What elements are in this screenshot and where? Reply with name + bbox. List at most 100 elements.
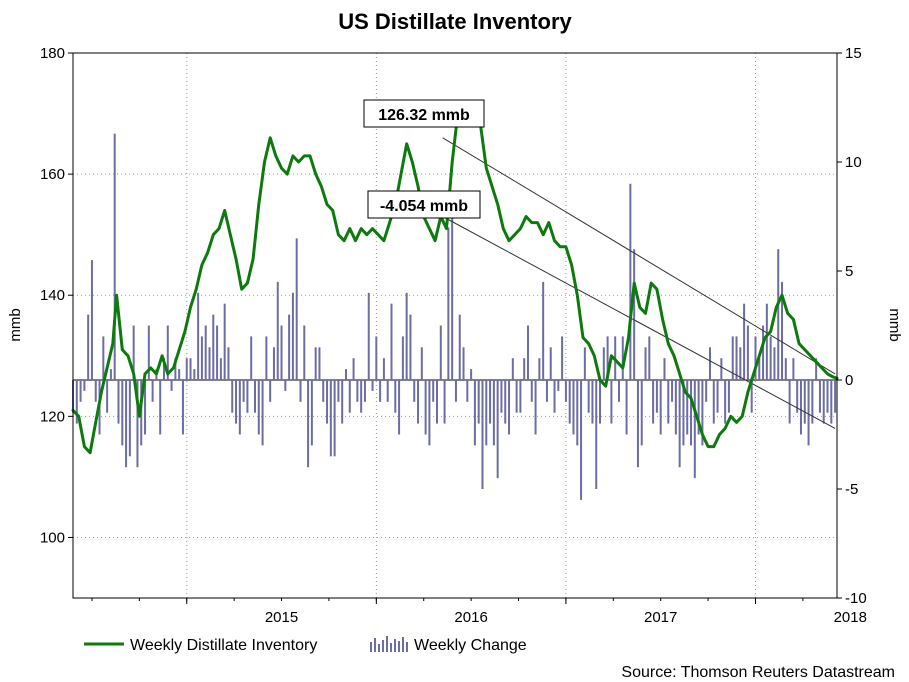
weekly-change-bar (617, 380, 620, 402)
weekly-change-bar (166, 325, 169, 380)
legend-bar (370, 642, 372, 652)
chart-title: US Distillate Inventory (338, 9, 572, 34)
weekly-change-bar (394, 380, 397, 413)
legend-bar (398, 641, 400, 652)
weekly-change-bar (288, 314, 291, 380)
weekly-change-bar (303, 325, 306, 380)
weekly-change-bar (337, 380, 340, 402)
weekly-change-bar (159, 380, 162, 435)
weekly-change-bar (219, 358, 222, 380)
weekly-change-bar (189, 358, 192, 380)
weekly-change-bar (644, 347, 647, 380)
left-tick-label: 120 (40, 408, 65, 425)
weekly-change-bar (784, 358, 787, 380)
weekly-change-bar (735, 336, 738, 380)
weekly-change-bar (253, 380, 256, 413)
weekly-change-bar (678, 380, 681, 468)
x-tick-label: 2018 (834, 609, 867, 626)
x-tick-label: 2015 (265, 609, 298, 626)
weekly-change-bar (284, 380, 287, 391)
legend-item-weekly-change: Weekly Change (414, 637, 527, 654)
weekly-change-bar (739, 347, 742, 380)
trendline (442, 216, 836, 429)
weekly-change-bar (519, 380, 522, 413)
weekly-change-bar (648, 336, 651, 380)
weekly-change-bar (553, 380, 556, 413)
right-tick-label: -10 (845, 590, 867, 607)
weekly-change-bar (424, 380, 427, 435)
legend-bar (394, 639, 396, 652)
weekly-change-bar (197, 292, 200, 380)
weekly-change-bar (435, 380, 438, 424)
weekly-change-bar (329, 380, 332, 457)
weekly-change-bar (682, 380, 685, 446)
weekly-change-bar (534, 380, 537, 435)
weekly-change-bar (602, 347, 605, 380)
weekly-change-bar (208, 347, 211, 380)
weekly-change-bar (803, 380, 806, 424)
weekly-change-bar (758, 358, 761, 380)
weekly-change-bar (94, 380, 97, 402)
legend-bar-swatch (370, 636, 408, 652)
weekly-change-bar (185, 358, 188, 380)
right-tick-label: 5 (845, 263, 853, 280)
weekly-change-bar (291, 292, 294, 380)
weekly-change-bar (788, 380, 791, 424)
weekly-change-bar (633, 249, 636, 380)
weekly-change-bar (204, 325, 207, 380)
legend-bar (374, 638, 376, 652)
weekly-change-bar (352, 358, 355, 380)
weekly-change-bar (599, 380, 602, 424)
weekly-change-bar (276, 281, 279, 380)
weekly-change-bar (113, 133, 116, 380)
weekly-change-bar (655, 380, 658, 413)
weekly-change-bar (409, 314, 412, 380)
left-axis-label: mmb (7, 308, 24, 341)
weekly-change-bar (235, 380, 238, 424)
annotation-label: -4.054 mmb (380, 198, 468, 215)
weekly-change-bar (811, 380, 814, 424)
weekly-change-bar (280, 325, 283, 380)
weekly-change-bar (697, 380, 700, 435)
weekly-change-bar (147, 325, 150, 380)
weekly-change-bar (454, 380, 457, 402)
weekly-change-bar (796, 380, 799, 413)
weekly-change-bar (401, 336, 404, 380)
weekly-change-bar (212, 314, 215, 380)
weekly-change-bar (504, 380, 507, 424)
weekly-change-bar (625, 380, 628, 435)
weekly-change-bar (386, 380, 389, 402)
weekly-change-bar (132, 325, 135, 380)
weekly-change-bar (458, 314, 461, 380)
weekly-change-bars (72, 133, 837, 500)
weekly-change-bar (326, 380, 329, 424)
weekly-change-bar (561, 336, 564, 380)
weekly-change-bar (485, 380, 488, 446)
weekly-change-bar (246, 380, 249, 413)
weekly-change-bar (610, 380, 613, 424)
weekly-change-bar (743, 303, 746, 380)
weekly-change-bar (318, 347, 321, 380)
weekly-change-bar (341, 380, 344, 424)
weekly-change-bar (834, 380, 837, 413)
weekly-change-bar (314, 347, 317, 380)
weekly-change-bar (621, 336, 624, 380)
weekly-change-bar (542, 281, 545, 380)
weekly-change-bar (405, 292, 408, 380)
weekly-change-bar (420, 347, 423, 380)
legend-bar (378, 644, 380, 652)
weekly-change-bar (640, 380, 643, 446)
right-axis-label: mmb (886, 308, 903, 341)
weekly-change-bar (545, 380, 548, 402)
weekly-change-bar (242, 380, 245, 402)
weekly-change-bar (712, 380, 715, 424)
weekly-change-bar (447, 227, 450, 380)
legend-bar (390, 643, 392, 652)
weekly-change-bar (216, 325, 219, 380)
weekly-change-bar (674, 380, 677, 435)
trendline (442, 137, 836, 375)
weekly-change-bar (466, 380, 469, 402)
weekly-change-bar (727, 380, 730, 413)
weekly-change-bar (451, 216, 454, 380)
